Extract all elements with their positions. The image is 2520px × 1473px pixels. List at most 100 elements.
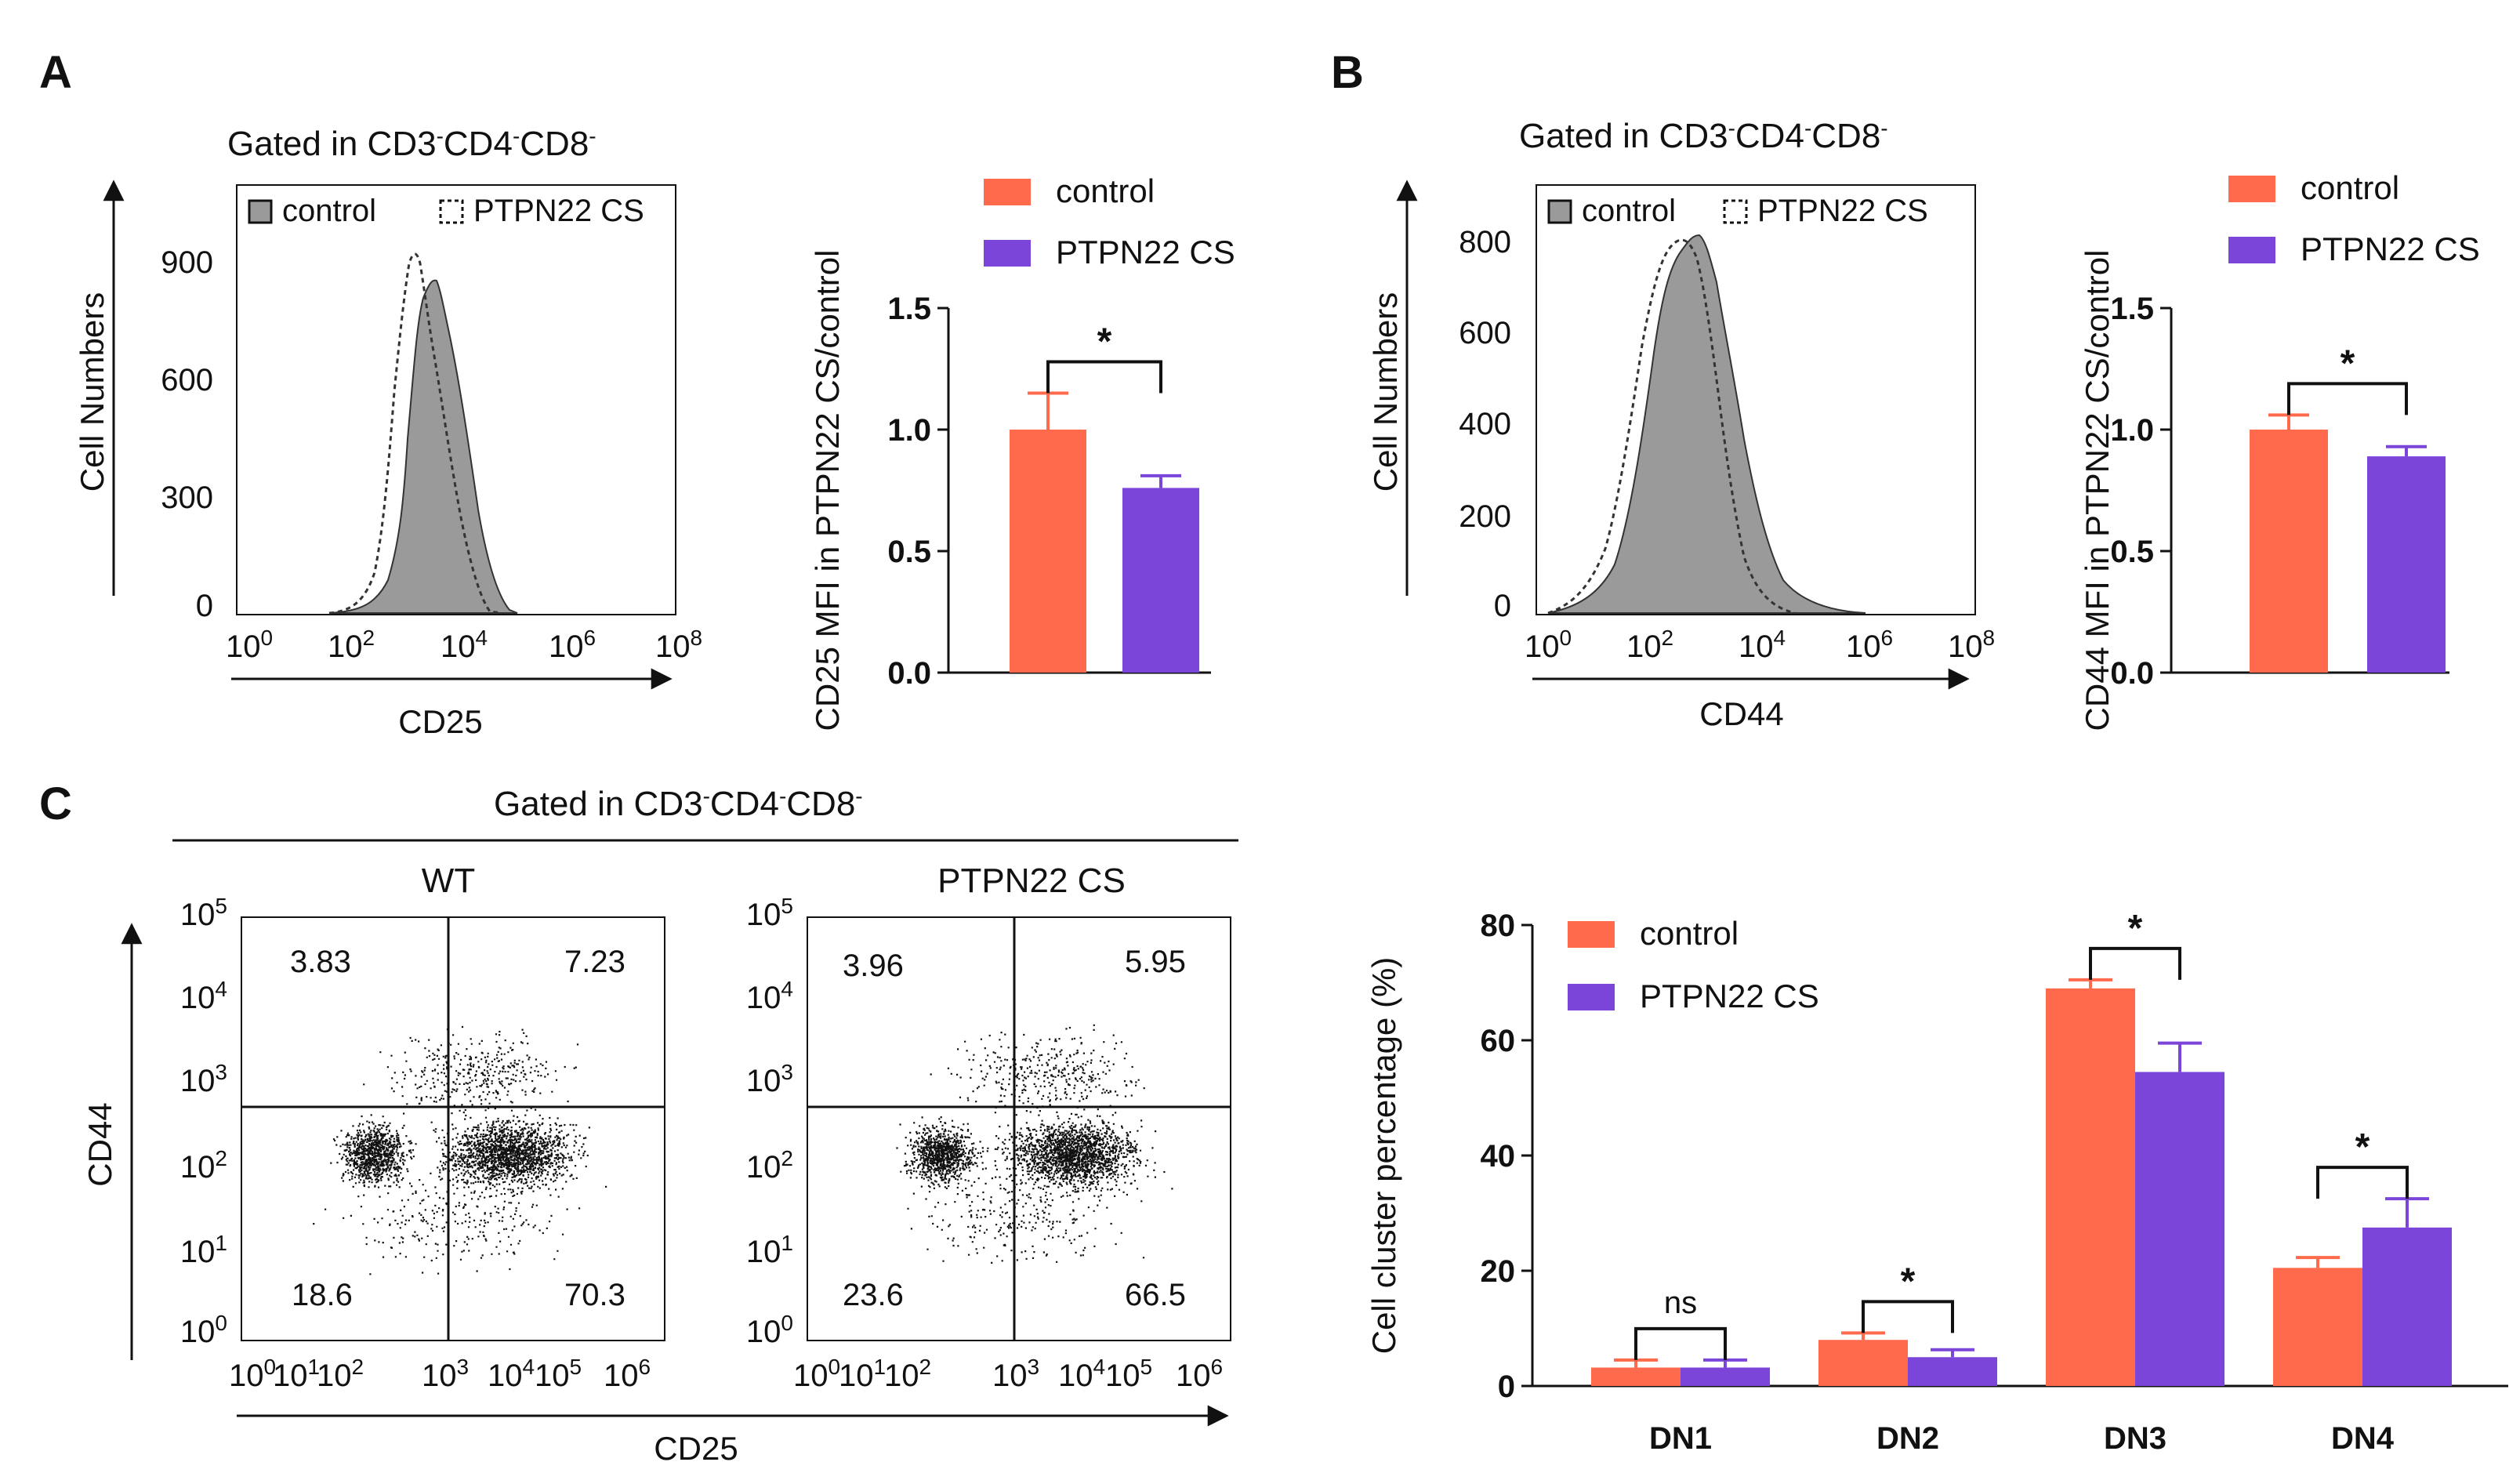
bar-control [2250,430,2328,673]
y-tick: 900 [161,245,213,280]
x-tick: 102 [1626,626,1673,665]
category-label: DN1 [1649,1421,1712,1456]
bar-control [2273,1268,2362,1386]
quadrant-ur-wt: 7.23 [564,945,625,979]
significance-label: * [2355,1127,2370,1168]
category-label: DN4 [2331,1421,2395,1456]
significance-label: ns [1664,1286,1697,1320]
x-tick: 100 [1525,626,1572,665]
bar-control [1010,430,1086,673]
histogram-title: Gated in CD3-CD4-CD8- [227,124,596,164]
x-tick: 100 [229,1355,276,1394]
y-tick: 102 [180,1146,227,1185]
legend-swatch-cs [1723,199,1748,224]
y-tick-label: 40 [1481,1139,1516,1174]
category-label: DN3 [2104,1421,2166,1456]
bar-chart-cell-cluster: 0 20 40 60 80 Cell cluster percentage (%) ns DN… [1365,908,2508,1456]
x-tick: 102 [328,626,375,665]
histogram-cd44: Gated in CD3-CD4-CD8- Cell Numbers 0 200… [1367,116,1995,733]
legend-label: control [1640,915,1739,952]
histogram-line-cs [328,252,502,615]
significance-label: * [2128,908,2143,949]
x-tick: 102 [884,1355,931,1394]
x-tick: 104 [1058,1355,1105,1394]
legend-swatch [1568,984,1615,1010]
y-tick: 101 [746,1231,793,1270]
bar-control [1591,1367,1681,1386]
histogram-frame [1536,184,1976,615]
histogram-fill-control [328,279,518,614]
histogram-title: Gated in CD3-CD4-CD8- [1519,116,1888,156]
histogram-cd25: Gated in CD3-CD4-CD8- Cell Numbers 0 300… [74,124,702,741]
y-tick: 800 [1459,225,1511,259]
y-tick-label: 1.5 [887,292,931,326]
flow-dots-cs [896,1024,1173,1272]
y-tick-label: 0 [1498,1370,1515,1404]
quadrant-ul-wt: 3.83 [290,945,351,979]
significance-label: * [1097,321,1112,363]
y-axis-title: Cell Numbers [74,292,111,492]
legend-label: control [2301,169,2399,206]
y-tick: 600 [1459,316,1511,350]
y-axis-title: CD44 MFI in PTPN22 CS/control [2079,250,2116,731]
x-tick: 104 [488,1355,535,1394]
x-tick: 104 [441,626,488,665]
flow-plot-frame-cs [807,916,1231,1341]
significance-label: * [1901,1261,1916,1302]
y-axis-title: CD44 [82,1102,118,1186]
flow-dots-wt [313,1025,607,1275]
legend-label: control [1056,172,1155,209]
x-axis-title: CD25 [654,1430,738,1467]
y-tick-label: 0.0 [2110,656,2154,691]
legend-label-control: control [282,194,376,228]
y-axis-title: Cell Numbers [1367,292,1404,492]
scatter-points [896,1024,1173,1272]
significance-bracket [1862,1300,1954,1333]
legend-swatch-control [248,199,273,224]
y-tick-label: 60 [1481,1024,1516,1058]
x-tick: 106 [1846,626,1893,665]
panel-label-b: B [1331,47,1364,98]
x-tick: 105 [1105,1355,1152,1394]
y-tick: 0 [196,589,213,623]
y-tick: 100 [180,1311,227,1350]
y-tick: 105 [180,894,227,933]
bar-ptpn22-cs [2367,456,2446,673]
y-tick: 100 [746,1311,793,1350]
panel-label-c: C [39,778,72,829]
x-tick: 100 [226,626,273,665]
y-tick-label: 20 [1481,1254,1516,1289]
x-tick: 103 [992,1355,1039,1394]
significance-bracket [1046,360,1162,394]
legend-label: PTPN22 CS [1640,978,1819,1014]
legend-label-cs: PTPN22 CS [1757,194,1928,228]
significance-bracket [2089,946,2181,980]
y-tick-label: 0.0 [887,656,931,691]
x-tick: 106 [549,626,596,665]
significance-bracket [2287,382,2408,415]
x-tick: 104 [1739,626,1786,665]
quadrant-ur-cs: 5.95 [1125,945,1186,979]
y-tick: 101 [180,1231,227,1270]
y-tick: 103 [746,1060,793,1099]
scatter-points [313,1025,607,1275]
quadrant-ul-cs: 3.96 [843,949,904,983]
y-tick: 0 [1494,589,1511,623]
histogram-fill-control [1547,234,1866,614]
y-tick-label: 1.0 [2110,413,2154,448]
x-tick: 108 [1948,626,1995,665]
bar-control [1818,1340,1908,1386]
bar-chart-cd25-mfi: 0.0 0.5 1.0 1.5 CD25 MFI in PTPN22 CS/contro… [809,172,1235,731]
y-tick: 104 [180,977,227,1016]
bar-ptpn22-cs [1681,1367,1770,1386]
x-tick-labels: 100 102 104 106 108 [226,626,702,665]
y-tick-label: 1.0 [887,413,931,448]
legend-swatch-control [1547,199,1572,224]
x-tick: 101 [273,1355,320,1394]
significance-bracket [2316,1166,2409,1199]
y-tick: 400 [1459,407,1511,441]
y-tick: 300 [161,481,213,515]
